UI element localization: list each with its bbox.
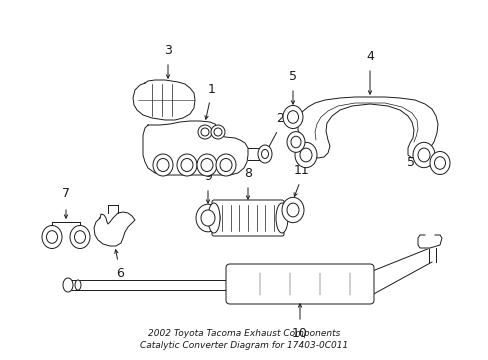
Ellipse shape xyxy=(63,278,73,292)
Text: 4: 4 xyxy=(366,50,373,63)
Ellipse shape xyxy=(216,154,236,176)
Ellipse shape xyxy=(177,154,197,176)
Ellipse shape xyxy=(210,125,224,139)
Ellipse shape xyxy=(181,158,193,171)
Ellipse shape xyxy=(70,225,90,248)
Text: 6: 6 xyxy=(116,267,123,280)
Polygon shape xyxy=(417,235,441,248)
Ellipse shape xyxy=(196,204,220,232)
Ellipse shape xyxy=(282,197,304,222)
Ellipse shape xyxy=(294,142,316,168)
Text: 1: 1 xyxy=(207,83,216,96)
Ellipse shape xyxy=(434,157,445,169)
Text: 8: 8 xyxy=(244,167,251,180)
Polygon shape xyxy=(133,80,195,120)
Ellipse shape xyxy=(197,154,217,176)
FancyBboxPatch shape xyxy=(212,200,284,236)
Text: 2002 Toyota Tacoma Exhaust Components
Catalytic Converter Diagram for 17403-0C01: 2002 Toyota Tacoma Exhaust Components Ca… xyxy=(140,329,348,350)
Ellipse shape xyxy=(286,203,298,217)
Polygon shape xyxy=(142,121,247,175)
Ellipse shape xyxy=(46,231,58,243)
Text: 11: 11 xyxy=(293,164,309,177)
Ellipse shape xyxy=(74,231,85,243)
Ellipse shape xyxy=(299,148,311,162)
Polygon shape xyxy=(94,212,135,246)
Text: 2: 2 xyxy=(276,112,284,125)
Text: 3: 3 xyxy=(164,44,172,57)
Ellipse shape xyxy=(42,225,62,248)
Ellipse shape xyxy=(417,148,429,162)
Ellipse shape xyxy=(287,111,298,123)
Ellipse shape xyxy=(275,203,287,233)
Text: 10: 10 xyxy=(291,327,307,340)
Ellipse shape xyxy=(258,145,271,163)
Ellipse shape xyxy=(286,132,305,152)
FancyBboxPatch shape xyxy=(225,264,373,304)
Ellipse shape xyxy=(429,152,449,175)
Ellipse shape xyxy=(207,203,220,233)
Ellipse shape xyxy=(157,158,169,171)
Ellipse shape xyxy=(412,142,434,168)
Text: 7: 7 xyxy=(62,187,70,200)
Ellipse shape xyxy=(198,125,212,139)
Ellipse shape xyxy=(220,158,231,171)
Ellipse shape xyxy=(201,158,213,171)
Ellipse shape xyxy=(214,128,222,136)
Text: 5: 5 xyxy=(406,157,414,170)
Text: 9: 9 xyxy=(203,170,211,183)
Polygon shape xyxy=(297,97,437,158)
Ellipse shape xyxy=(153,154,173,176)
Text: 5: 5 xyxy=(288,70,296,83)
Ellipse shape xyxy=(261,149,268,158)
Ellipse shape xyxy=(201,128,208,136)
Ellipse shape xyxy=(283,105,303,129)
Ellipse shape xyxy=(201,210,215,226)
Ellipse shape xyxy=(290,136,301,148)
Ellipse shape xyxy=(75,280,81,290)
